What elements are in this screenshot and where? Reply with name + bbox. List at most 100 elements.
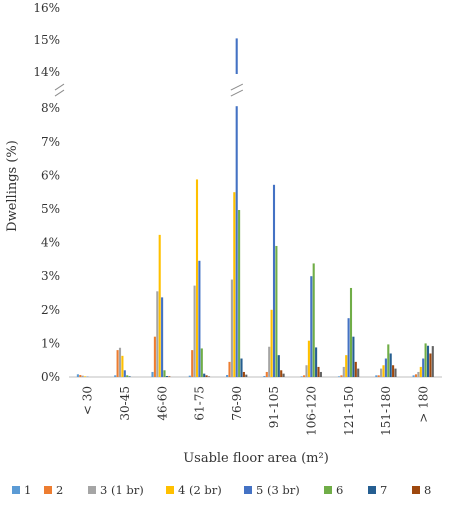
x-tick-label: 106-120: [304, 386, 318, 436]
y-tick-label: 0%: [41, 370, 60, 384]
y-tick-label: 16%: [33, 1, 60, 15]
bar: [315, 347, 318, 377]
bar: [384, 358, 387, 377]
legend-item: 6: [324, 483, 343, 497]
bar: [84, 376, 87, 377]
legend-item: 7: [368, 483, 387, 497]
bar: [233, 192, 236, 377]
legend-swatch: [44, 486, 52, 494]
bar: [429, 353, 432, 377]
bar: [357, 368, 360, 377]
y-tick-label: 15%: [33, 33, 60, 47]
bar: [270, 309, 273, 377]
x-tick-label: 46-60: [155, 386, 169, 421]
bar: [345, 355, 348, 377]
legend-label: 5 (3 br): [256, 483, 300, 497]
legend-label: 1: [24, 483, 31, 497]
bar: [377, 375, 380, 377]
bar: [387, 344, 390, 377]
bar: [76, 374, 79, 377]
bar: [354, 361, 357, 377]
bar: [414, 374, 418, 377]
bar: [235, 38, 238, 378]
bar: [389, 353, 392, 377]
y-tick-label: 4%: [41, 236, 60, 250]
bar: [340, 375, 343, 377]
bar: [242, 371, 245, 377]
bar: [114, 375, 117, 377]
x-axis-title: Usable floor area (m²): [183, 451, 329, 466]
bar: [305, 365, 308, 377]
y-tick-label: 14%: [33, 65, 60, 79]
y-tick-label: 8%: [41, 101, 60, 115]
legend-swatch: [368, 486, 376, 494]
legend-swatch: [88, 486, 96, 494]
x-tick-label: 76-90: [230, 386, 244, 421]
bar: [394, 368, 397, 377]
bar: [349, 287, 353, 377]
legend: 123 (1 br)4 (2 br)5 (3 br)6789 or +: [12, 483, 431, 497]
bar: [126, 375, 129, 377]
bar: [128, 376, 131, 377]
x-tick-label: 151-180: [379, 386, 393, 436]
bar: [195, 179, 199, 377]
legend-swatch: [324, 486, 332, 494]
y-axis-title: Dwellings (%): [5, 140, 20, 232]
x-tick-label: 30-45: [118, 386, 132, 421]
legend-label: 4 (2 br): [178, 483, 222, 497]
bar: [422, 358, 425, 377]
bar: [392, 365, 395, 377]
bar: [228, 361, 231, 377]
bar: [417, 371, 420, 377]
bar: [426, 345, 430, 377]
legend-label: 8: [424, 483, 431, 497]
legend-item: 4 (2 br): [166, 483, 222, 497]
bar: [79, 374, 82, 377]
bar: [156, 291, 159, 377]
axis-break-gap: [69, 74, 442, 107]
bar: [424, 343, 427, 377]
legend-swatch: [166, 486, 174, 494]
bar: [312, 263, 315, 377]
y-tick-label: 3%: [41, 269, 60, 283]
legend-label: 7: [380, 483, 387, 497]
bar: [158, 234, 161, 377]
bar: [347, 318, 350, 377]
bar: [200, 348, 203, 377]
bar: [230, 279, 233, 377]
bar-break-mark: [230, 83, 244, 91]
x-tick-label: 121-150: [342, 386, 356, 436]
bar: [412, 375, 415, 377]
bar: [161, 297, 164, 377]
bar: [352, 336, 355, 377]
bar: [342, 366, 345, 377]
bar: [265, 371, 268, 377]
axis-break-mark: [54, 83, 65, 91]
bar: [337, 376, 341, 377]
bar: [238, 210, 241, 377]
bar: [151, 371, 154, 377]
bar: [310, 276, 313, 377]
bar: [263, 375, 266, 377]
legend-item: 1: [12, 483, 31, 497]
y-tick-label: 7%: [41, 135, 60, 149]
legend-swatch: [244, 486, 252, 494]
bar: [121, 355, 124, 377]
bar: [226, 374, 229, 377]
bar: [207, 376, 211, 377]
axis-break-mark: [54, 89, 65, 97]
bar: [198, 260, 201, 377]
x-tick-label: < 30: [81, 386, 95, 415]
y-tick-label: 2%: [41, 303, 60, 317]
bar: [116, 350, 119, 377]
bar: [300, 376, 303, 377]
bar: [268, 346, 271, 377]
bar: [205, 375, 208, 377]
bar: [165, 375, 168, 377]
bar: [375, 375, 378, 377]
bar: [168, 376, 171, 377]
bar: [203, 373, 206, 377]
x-tick-label: > 180: [416, 386, 430, 423]
bar: [280, 370, 283, 377]
